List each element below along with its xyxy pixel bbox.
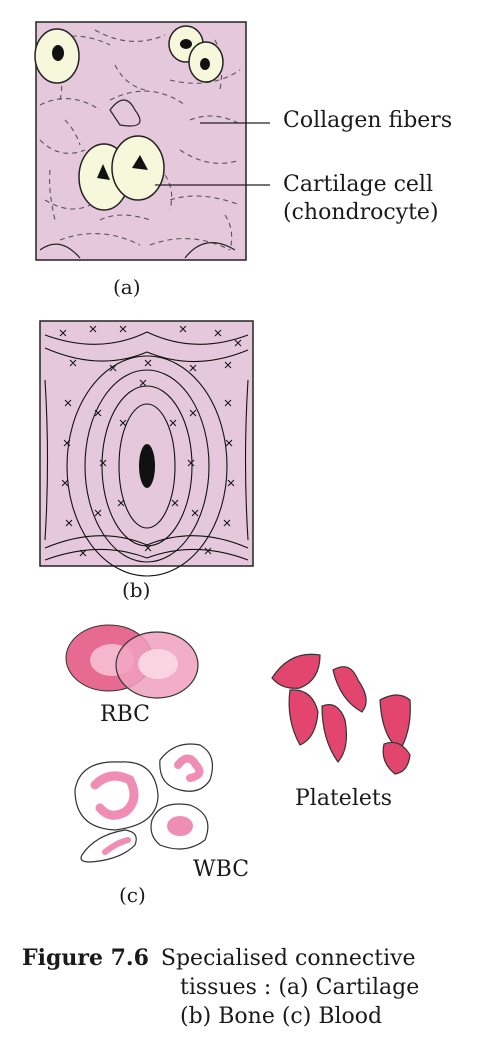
cartilage-cell <box>34 28 80 84</box>
platelet <box>332 666 367 713</box>
blood-panel <box>65 624 411 863</box>
cartilage-cell <box>168 25 224 83</box>
wbc-label: WBC <box>193 857 250 882</box>
chondrocyte-label: (chondrocyte) <box>283 200 439 225</box>
lacuna-outlines <box>39 99 236 259</box>
cartilage-cell-label: Cartilage cell <box>283 172 434 197</box>
caption-line-1: Specialised connective <box>160 946 416 971</box>
collagen-fibers-label: Collagen fibers <box>283 108 453 133</box>
panel-b-sublabel: (b) <box>122 578 151 602</box>
bone-panel <box>39 320 254 577</box>
platelet <box>382 741 411 775</box>
platelets <box>271 653 411 775</box>
central-canal <box>139 444 155 488</box>
figure-caption: Figure 7.6 Specialised connective tissue… <box>22 944 482 1031</box>
caption-line-3: (b) Bone (c) Blood <box>180 1004 383 1029</box>
figure-number: Figure 7.6 <box>22 945 149 971</box>
rbc-cell <box>65 624 199 699</box>
platelet <box>379 694 411 751</box>
panel-c-sublabel: (c) <box>119 883 146 907</box>
cartilage-cell-pair <box>78 135 165 211</box>
osteocytes <box>59 325 242 557</box>
rbc-label: RBC <box>100 702 150 727</box>
platelet <box>288 689 319 746</box>
panel-a-sublabel: (a) <box>113 275 141 299</box>
cartilage-panel <box>34 21 270 261</box>
lamellae <box>44 331 249 577</box>
wbc-cells <box>74 743 213 863</box>
caption-line-2: tissues : (a) Cartilage <box>180 975 420 1000</box>
platelets-label: Platelets <box>295 786 393 811</box>
platelet <box>271 653 321 689</box>
platelet <box>321 704 348 763</box>
